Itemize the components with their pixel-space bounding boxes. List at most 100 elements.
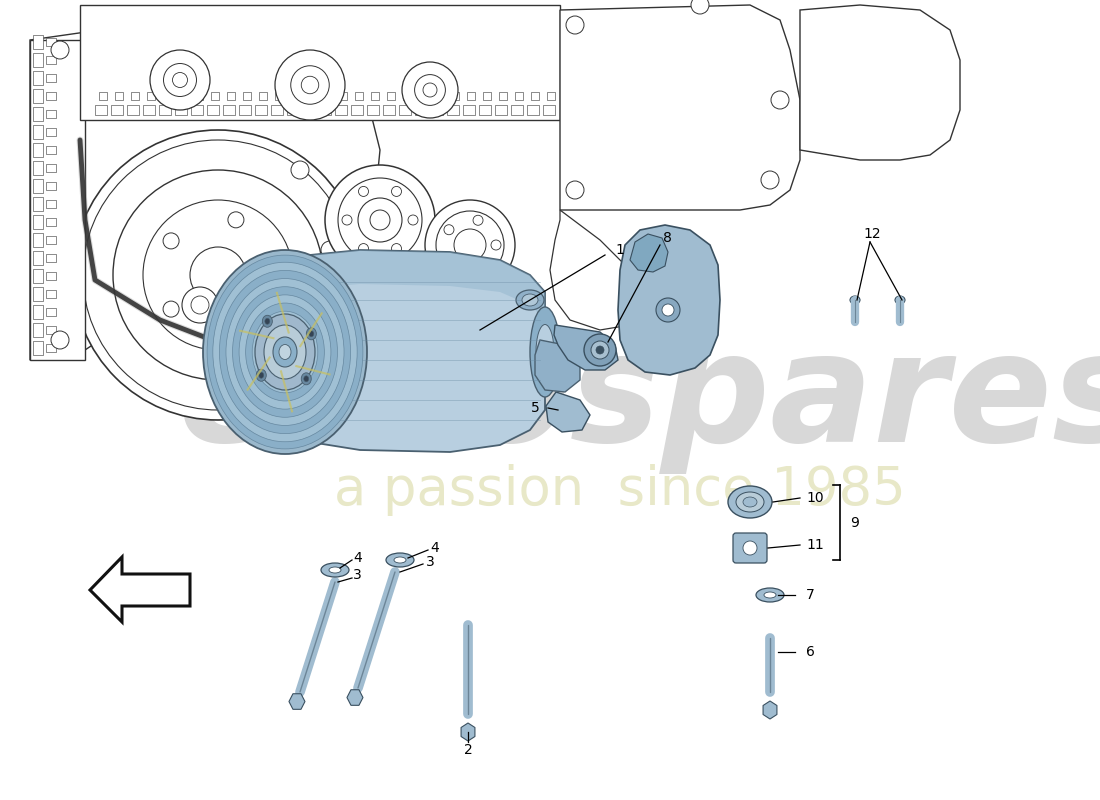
Polygon shape bbox=[550, 210, 650, 330]
Bar bbox=[292, 92, 299, 100]
Ellipse shape bbox=[321, 563, 349, 577]
Bar bbox=[160, 105, 170, 115]
Circle shape bbox=[359, 186, 369, 197]
Bar bbox=[227, 92, 235, 100]
Ellipse shape bbox=[329, 567, 341, 573]
Bar bbox=[46, 290, 56, 298]
Bar bbox=[33, 161, 43, 175]
Circle shape bbox=[402, 62, 458, 118]
Ellipse shape bbox=[265, 318, 269, 324]
Ellipse shape bbox=[306, 328, 317, 340]
Circle shape bbox=[691, 0, 710, 14]
Bar bbox=[515, 92, 522, 100]
Circle shape bbox=[491, 240, 501, 250]
Circle shape bbox=[279, 314, 301, 336]
Ellipse shape bbox=[258, 372, 264, 378]
Text: 5: 5 bbox=[530, 401, 539, 415]
Ellipse shape bbox=[394, 557, 406, 563]
Circle shape bbox=[91, 21, 109, 39]
Circle shape bbox=[301, 76, 319, 94]
Circle shape bbox=[82, 140, 353, 410]
Circle shape bbox=[143, 200, 293, 350]
Circle shape bbox=[566, 181, 584, 199]
Circle shape bbox=[228, 212, 244, 228]
Text: 4: 4 bbox=[353, 551, 362, 565]
Bar bbox=[383, 105, 395, 115]
Bar bbox=[46, 92, 56, 100]
Bar bbox=[33, 125, 43, 139]
Circle shape bbox=[359, 243, 369, 254]
Bar bbox=[367, 105, 380, 115]
Circle shape bbox=[51, 41, 69, 59]
Bar bbox=[271, 105, 283, 115]
Text: 1: 1 bbox=[616, 243, 625, 257]
Circle shape bbox=[473, 215, 483, 226]
Ellipse shape bbox=[264, 325, 306, 379]
Ellipse shape bbox=[252, 311, 318, 393]
Circle shape bbox=[164, 63, 197, 97]
Circle shape bbox=[370, 210, 390, 230]
Bar bbox=[478, 105, 491, 115]
Ellipse shape bbox=[756, 588, 784, 602]
Text: 7: 7 bbox=[805, 588, 814, 602]
Circle shape bbox=[290, 66, 329, 104]
Bar bbox=[415, 105, 427, 115]
Bar bbox=[33, 71, 43, 85]
Bar bbox=[483, 92, 491, 100]
Ellipse shape bbox=[742, 497, 757, 507]
Bar bbox=[33, 89, 43, 103]
Bar bbox=[33, 287, 43, 301]
Bar bbox=[46, 254, 56, 262]
Bar bbox=[46, 236, 56, 244]
Bar bbox=[547, 92, 556, 100]
Ellipse shape bbox=[212, 262, 358, 442]
Ellipse shape bbox=[232, 286, 338, 418]
Bar bbox=[163, 92, 170, 100]
Bar bbox=[339, 92, 346, 100]
Bar bbox=[211, 92, 219, 100]
Circle shape bbox=[321, 241, 339, 259]
Bar bbox=[116, 92, 123, 100]
Bar bbox=[307, 92, 315, 100]
Bar bbox=[33, 35, 43, 49]
Circle shape bbox=[338, 178, 422, 262]
Bar bbox=[531, 92, 539, 100]
Circle shape bbox=[113, 170, 323, 380]
Bar bbox=[195, 92, 204, 100]
Text: 12: 12 bbox=[864, 227, 881, 241]
Ellipse shape bbox=[273, 337, 297, 367]
Polygon shape bbox=[270, 250, 544, 452]
Ellipse shape bbox=[258, 319, 311, 385]
Bar bbox=[147, 92, 155, 100]
Bar bbox=[30, 40, 85, 360]
Bar bbox=[80, 5, 560, 120]
Bar bbox=[46, 110, 56, 118]
Ellipse shape bbox=[207, 255, 363, 449]
Ellipse shape bbox=[309, 330, 313, 337]
Circle shape bbox=[392, 186, 402, 197]
Text: 4: 4 bbox=[430, 541, 439, 555]
Text: 3: 3 bbox=[353, 568, 362, 582]
Ellipse shape bbox=[279, 345, 292, 359]
Bar bbox=[33, 305, 43, 319]
Circle shape bbox=[742, 541, 757, 555]
Circle shape bbox=[182, 287, 218, 323]
Circle shape bbox=[190, 247, 246, 303]
Ellipse shape bbox=[262, 315, 273, 327]
Bar bbox=[371, 92, 380, 100]
Bar bbox=[46, 146, 56, 154]
Circle shape bbox=[191, 296, 209, 314]
Text: 6: 6 bbox=[805, 645, 814, 659]
Ellipse shape bbox=[219, 270, 351, 434]
Bar bbox=[543, 105, 556, 115]
Ellipse shape bbox=[728, 486, 772, 518]
Bar bbox=[33, 197, 43, 211]
Ellipse shape bbox=[239, 295, 331, 409]
Bar bbox=[447, 105, 459, 115]
Bar bbox=[495, 105, 507, 115]
Text: 11: 11 bbox=[806, 538, 824, 552]
Bar bbox=[33, 269, 43, 283]
Bar bbox=[451, 92, 459, 100]
Circle shape bbox=[73, 130, 363, 420]
Circle shape bbox=[662, 304, 674, 316]
